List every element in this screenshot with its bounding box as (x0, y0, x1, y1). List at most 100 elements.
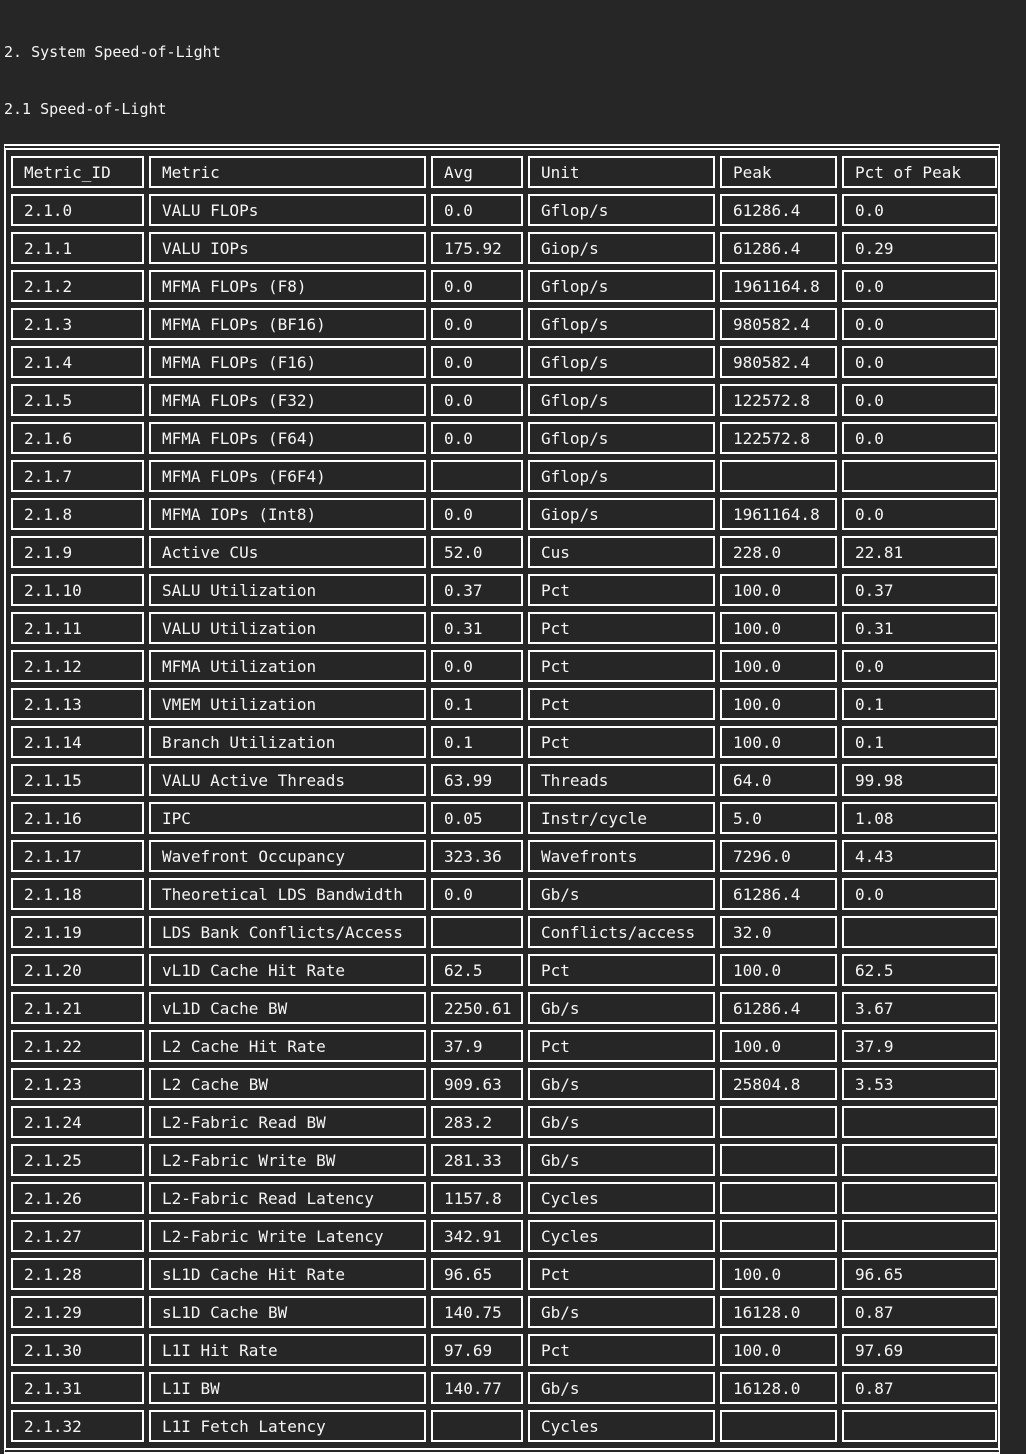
cell-peak: 228.0 (720, 536, 837, 568)
cell-avg: 0.0 (431, 194, 523, 226)
cell-peak: 64.0 (720, 764, 837, 796)
cell-metric-id: 2.1.23 (11, 1068, 144, 1100)
table-row: 2.1.24 L2-Fabric Read BW 283.2 Gb/s (11, 1106, 997, 1138)
table-row: 2.1.25 L2-Fabric Write BW 281.33 Gb/s (11, 1144, 997, 1176)
cell-metric: vL1D Cache BW (149, 992, 426, 1024)
column-header-avg: Avg (431, 156, 523, 188)
cell-unit: Gflop/s (528, 384, 715, 416)
cell-pct-of-peak (842, 1106, 997, 1138)
cell-unit: Instr/cycle (528, 802, 715, 834)
cell-peak: 61286.4 (720, 992, 837, 1024)
cell-peak: 100.0 (720, 574, 837, 606)
cell-metric: L1I BW (149, 1372, 426, 1404)
cell-pct-of-peak: 0.0 (842, 308, 997, 340)
section-title: 2. System Speed-of-Light (4, 43, 221, 61)
cell-pct-of-peak: 0.0 (842, 384, 997, 416)
cell-avg: 1157.8 (431, 1182, 523, 1214)
table-row: 2.1.21 vL1D Cache BW 2250.61 Gb/s 61286.4 3.6… (11, 992, 997, 1024)
cell-pct-of-peak: 0.0 (842, 878, 997, 910)
cell-metric-id: 2.1.14 (11, 726, 144, 758)
cell-peak: 16128.0 (720, 1372, 837, 1404)
table-row: 2.1.9 Active CUs 52.0 Cus 228.0 22.81 (11, 536, 997, 568)
cell-avg (431, 916, 523, 948)
cell-peak: 1961164.8 (720, 498, 837, 530)
cell-metric-id: 2.1.20 (11, 954, 144, 986)
cell-metric-id: 2.1.6 (11, 422, 144, 454)
cell-metric-id: 2.1.28 (11, 1258, 144, 1290)
cell-avg: 0.0 (431, 498, 523, 530)
cell-metric: L1I Hit Rate (149, 1334, 426, 1366)
cell-avg: 37.9 (431, 1030, 523, 1062)
cell-metric-id: 2.1.29 (11, 1296, 144, 1328)
cell-metric-id: 2.1.11 (11, 612, 144, 644)
cell-peak: 100.0 (720, 726, 837, 758)
table-row: 2.1.22 L2 Cache Hit Rate 37.9 Pct 100.0 37.9 (11, 1030, 997, 1062)
cell-unit: Gb/s (528, 878, 715, 910)
column-header-peak: Peak (720, 156, 837, 188)
cell-pct-of-peak: 0.0 (842, 346, 997, 378)
cell-metric: L2 Cache BW (149, 1068, 426, 1100)
cell-metric-id: 2.1.15 (11, 764, 144, 796)
table-row: 2.1.11 VALU Utilization 0.31 Pct 100.0 0.31 (11, 612, 997, 644)
cell-unit: Gflop/s (528, 270, 715, 302)
cell-metric-id: 2.1.27 (11, 1220, 144, 1252)
table-header-row: Metric_ID Metric Avg Unit Peak Pct of Peak (11, 156, 997, 188)
table-row: 2.1.6 MFMA FLOPs (F64) 0.0 Gflop/s 122572.8 0… (11, 422, 997, 454)
column-header-unit: Unit (528, 156, 715, 188)
cell-avg: 909.63 (431, 1068, 523, 1100)
cell-metric: MFMA FLOPs (F64) (149, 422, 426, 454)
cell-pct-of-peak (842, 460, 997, 492)
cell-peak: 5.0 (720, 802, 837, 834)
cell-metric: L2-Fabric Write Latency (149, 1220, 426, 1252)
cell-metric: MFMA FLOPs (F6F4) (149, 460, 426, 492)
cell-peak: 100.0 (720, 954, 837, 986)
cell-pct-of-peak: 0.29 (842, 232, 997, 264)
speed-of-light-table: Metric_ID Metric Avg Unit Peak Pct of Peak 2.… (6, 150, 1002, 1448)
cell-peak: 100.0 (720, 650, 837, 682)
column-header-metric-id: Metric_ID (11, 156, 144, 188)
cell-unit: Gb/s (528, 1372, 715, 1404)
cell-avg: 0.0 (431, 384, 523, 416)
cell-unit: Gflop/s (528, 346, 715, 378)
cell-metric: L2-Fabric Read Latency (149, 1182, 426, 1214)
cell-avg: 0.05 (431, 802, 523, 834)
cell-unit: Cycles (528, 1410, 715, 1442)
cell-pct-of-peak (842, 916, 997, 948)
cell-unit: Pct (528, 650, 715, 682)
cell-metric-id: 2.1.24 (11, 1106, 144, 1138)
cell-metric-id: 2.1.21 (11, 992, 144, 1024)
cell-metric: VALU Utilization (149, 612, 426, 644)
cell-metric: VMEM Utilization (149, 688, 426, 720)
cell-unit: Pct (528, 574, 715, 606)
table-row: 2.1.17 Wavefront Occupancy 323.36 Wavefront… (11, 840, 997, 872)
table-row: 2.1.16 IPC 0.05 Instr/cycle 5.0 1.08 (11, 802, 997, 834)
cell-metric-id: 2.1.8 (11, 498, 144, 530)
cell-unit: Conflicts/access (528, 916, 715, 948)
cell-metric-id: 2.1.22 (11, 1030, 144, 1062)
cell-metric-id: 2.1.4 (11, 346, 144, 378)
cell-metric: MFMA FLOPs (BF16) (149, 308, 426, 340)
cell-pct-of-peak: 3.53 (842, 1068, 997, 1100)
cell-avg: 0.0 (431, 650, 523, 682)
cell-peak (720, 1220, 837, 1252)
cell-metric-id: 2.1.0 (11, 194, 144, 226)
table-row: 2.1.13 VMEM Utilization 0.1 Pct 100.0 0.1 (11, 688, 997, 720)
cell-metric: Wavefront Occupancy (149, 840, 426, 872)
cell-pct-of-peak: 99.98 (842, 764, 997, 796)
cell-avg: 342.91 (431, 1220, 523, 1252)
table-row: 2.1.3 MFMA FLOPs (BF16) 0.0 Gflop/s 980582.4… (11, 308, 997, 340)
cell-metric: SALU Utilization (149, 574, 426, 606)
cell-avg: 175.92 (431, 232, 523, 264)
cell-unit: Giop/s (528, 232, 715, 264)
cell-peak: 100.0 (720, 612, 837, 644)
column-header-metric: Metric (149, 156, 426, 188)
page-titles: 2. System Speed-of-Light 2.1 Speed-of-Li… (0, 0, 1026, 138)
cell-metric: L1I Fetch Latency (149, 1410, 426, 1442)
cell-metric: MFMA FLOPs (F16) (149, 346, 426, 378)
cell-pct-of-peak: 0.37 (842, 574, 997, 606)
table-row: 2.1.18 Theoretical LDS Bandwidth 0.0 Gb/s 61… (11, 878, 997, 910)
cell-pct-of-peak: 0.0 (842, 422, 997, 454)
cell-metric-id: 2.1.1 (11, 232, 144, 264)
cell-metric-id: 2.1.2 (11, 270, 144, 302)
cell-peak: 100.0 (720, 1334, 837, 1366)
